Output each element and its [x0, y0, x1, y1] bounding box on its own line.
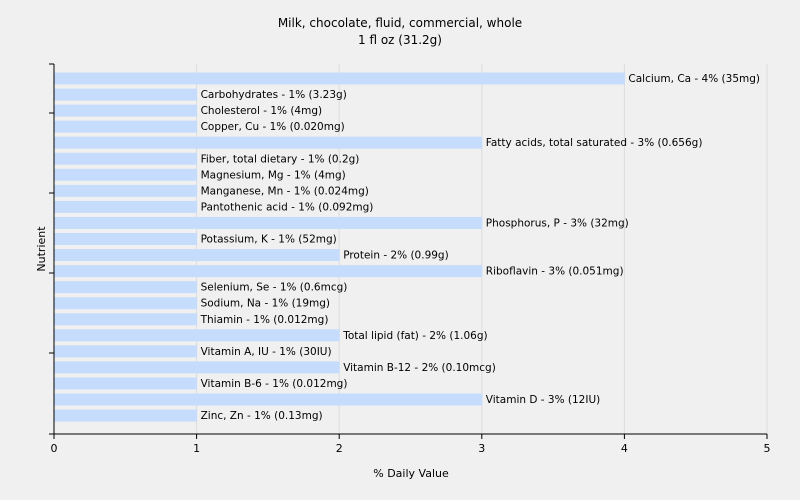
x-tick-label: 2	[336, 442, 343, 455]
bar	[54, 88, 198, 101]
bar-label: Protein - 2% (0.99g)	[343, 250, 449, 262]
bar-label: Sodium, Na - 1% (19mg)	[201, 298, 330, 310]
bar-label: Potassium, K - 1% (52mg)	[201, 234, 337, 246]
bar	[54, 104, 198, 117]
y-axis-label: Nutrient	[35, 226, 48, 272]
x-axis-label: % Daily Value	[373, 467, 449, 480]
bar	[54, 393, 483, 406]
x-tick-label: 3	[478, 442, 485, 455]
bar	[54, 152, 198, 165]
bar-label: Zinc, Zn - 1% (0.13mg)	[201, 410, 323, 422]
bar	[54, 184, 198, 197]
bar-label: Magnesium, Mg - 1% (4mg)	[201, 169, 346, 181]
bar-label: Pantothenic acid - 1% (0.092mg)	[201, 201, 374, 213]
bar	[54, 216, 483, 229]
bar	[54, 297, 198, 310]
bar	[54, 377, 198, 390]
bars: Calcium, Ca - 4% (35mg) Carbohydrates - 1…	[54, 72, 760, 422]
bar-label: Vitamin B-6 - 1% (0.012mg)	[201, 378, 348, 390]
bar-label: Phosphorus, P - 3% (32mg)	[486, 217, 629, 229]
bar	[54, 265, 483, 278]
bar-label: Vitamin B-12 - 2% (0.10mcg)	[343, 362, 496, 374]
x-tick-label: 5	[764, 442, 771, 455]
bar	[54, 72, 625, 85]
bar-label: Vitamin D - 3% (12IU)	[486, 394, 600, 406]
bar	[54, 409, 198, 422]
bar	[54, 136, 483, 149]
bar-label: Carbohydrates - 1% (3.23g)	[201, 89, 347, 101]
bar-label: Fatty acids, total saturated - 3% (0.656…	[486, 137, 703, 149]
bar	[54, 329, 340, 342]
bar-label: Copper, Cu - 1% (0.020mg)	[201, 121, 345, 133]
bar-label: Selenium, Se - 1% (0.6mcg)	[201, 282, 348, 294]
bar	[54, 345, 198, 358]
chart-title: Milk, chocolate, fluid, commercial, whol…	[278, 16, 522, 30]
bar-label: Total lipid (fat) - 2% (1.06g)	[342, 330, 487, 342]
x-tick-label: 4	[621, 442, 628, 455]
bar	[54, 361, 340, 374]
bar-label: Cholesterol - 1% (4mg)	[201, 105, 323, 117]
chart-subtitle: 1 fl oz (31.2g)	[358, 33, 442, 47]
bar	[54, 120, 198, 133]
bar-label: Thiamin - 1% (0.012mg)	[200, 314, 329, 326]
bar-label: Fiber, total dietary - 1% (0.2g)	[201, 153, 360, 165]
bar	[54, 249, 340, 262]
bar	[54, 233, 198, 245]
bar-label: Manganese, Mn - 1% (0.024mg)	[201, 185, 369, 197]
x-tick-label: 1	[193, 442, 200, 455]
x-tick-label: 0	[51, 442, 58, 455]
bar	[54, 313, 198, 326]
bar	[54, 168, 198, 181]
bar-label: Riboflavin - 3% (0.051mg)	[486, 266, 624, 278]
bar	[54, 281, 198, 294]
x-ticks: 0 1 2 3 4 5	[49, 63, 771, 455]
axes	[53, 64, 767, 435]
bar-label: Vitamin A, IU - 1% (30IU)	[201, 346, 332, 358]
bar	[54, 200, 198, 213]
bar-label: Calcium, Ca - 4% (35mg)	[628, 73, 760, 85]
